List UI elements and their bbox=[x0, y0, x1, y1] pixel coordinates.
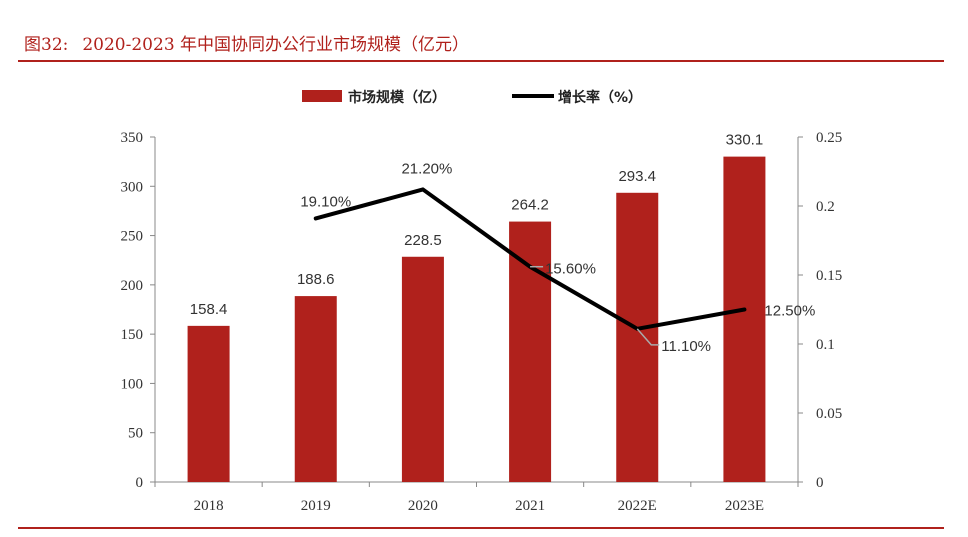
growth-rate-line bbox=[313, 187, 747, 331]
legend-line-label: 增长率（%） bbox=[558, 89, 642, 106]
growth-value-label: 19.10% bbox=[300, 193, 351, 210]
growth-value-label: 12.50% bbox=[764, 303, 815, 320]
x-tick-label: 2022E bbox=[618, 498, 657, 514]
y-left-tick-label: 200 bbox=[121, 278, 144, 294]
y-right-tick-label: 0.2 bbox=[816, 199, 835, 215]
label-leader-line bbox=[636, 328, 660, 346]
bars bbox=[187, 156, 766, 482]
x-tick-label: 2020 bbox=[408, 498, 438, 514]
legend-bar-swatch bbox=[302, 90, 342, 102]
y-left-tick-label: 300 bbox=[121, 179, 144, 195]
y-right-tick-label: 0.1 bbox=[816, 337, 835, 353]
bar-value-label: 293.4 bbox=[618, 168, 656, 185]
y-right-tick-label: 0.15 bbox=[816, 268, 842, 284]
y-left-tick-label: 150 bbox=[121, 327, 144, 343]
figure-title-text: 2020-2023 年中国协同办公行业市场规模（亿元） bbox=[82, 35, 470, 55]
bar-value-label: 330.1 bbox=[726, 132, 764, 149]
axes: 0 50 100 150 200 250 300 350 0 0.05 0.1 0.15 0.2 0.25… bbox=[121, 130, 843, 514]
data-labels: 158.4 188.6 228.5 264.2 293.4 330.1 19.10% 21.2… bbox=[190, 132, 815, 355]
growth-value-label: 21.20% bbox=[401, 160, 452, 177]
bar-value-label: 188.6 bbox=[297, 271, 335, 288]
growth-value-label: 11.10% bbox=[661, 338, 711, 355]
y-right-tick-label: 0.05 bbox=[816, 406, 842, 422]
x-tick-label: 2021 bbox=[515, 498, 545, 514]
growth-line-layer bbox=[313, 187, 747, 346]
bar-2018 bbox=[187, 325, 230, 482]
x-tick-label: 2019 bbox=[301, 498, 331, 514]
figure-label: 图32: bbox=[24, 35, 69, 55]
y-left-tick-label: 100 bbox=[121, 376, 144, 392]
y-left-tick-label: 350 bbox=[121, 130, 144, 146]
bar-value-label: 158.4 bbox=[190, 301, 228, 318]
y-left-tick-label: 0 bbox=[136, 475, 144, 491]
x-tick-label: 2018 bbox=[194, 498, 224, 514]
y-left-tick-label: 250 bbox=[121, 229, 144, 245]
y-right-tick-label: 0.25 bbox=[816, 130, 842, 146]
bar-2020 bbox=[401, 256, 444, 482]
y-right-tick-label: 0 bbox=[816, 475, 824, 491]
bar-value-label: 264.2 bbox=[511, 197, 549, 214]
bottom-divider bbox=[18, 527, 944, 529]
legend: 市场规模（亿） 增长率（%） bbox=[302, 89, 642, 106]
figure-title: 图32: 2020-2023 年中国协同办公行业市场规模（亿元） bbox=[24, 30, 469, 55]
bar-2023E bbox=[723, 156, 766, 482]
bar-2022E bbox=[616, 192, 659, 482]
y-left-tick-label: 50 bbox=[128, 426, 143, 442]
legend-bar-label: 市场规模（亿） bbox=[348, 89, 446, 106]
bar-value-label: 228.5 bbox=[404, 232, 442, 249]
bar-2019 bbox=[294, 296, 337, 482]
x-tick-label: 2023E bbox=[725, 498, 764, 514]
top-divider bbox=[18, 60, 944, 62]
growth-value-label: 15.60% bbox=[545, 261, 596, 278]
